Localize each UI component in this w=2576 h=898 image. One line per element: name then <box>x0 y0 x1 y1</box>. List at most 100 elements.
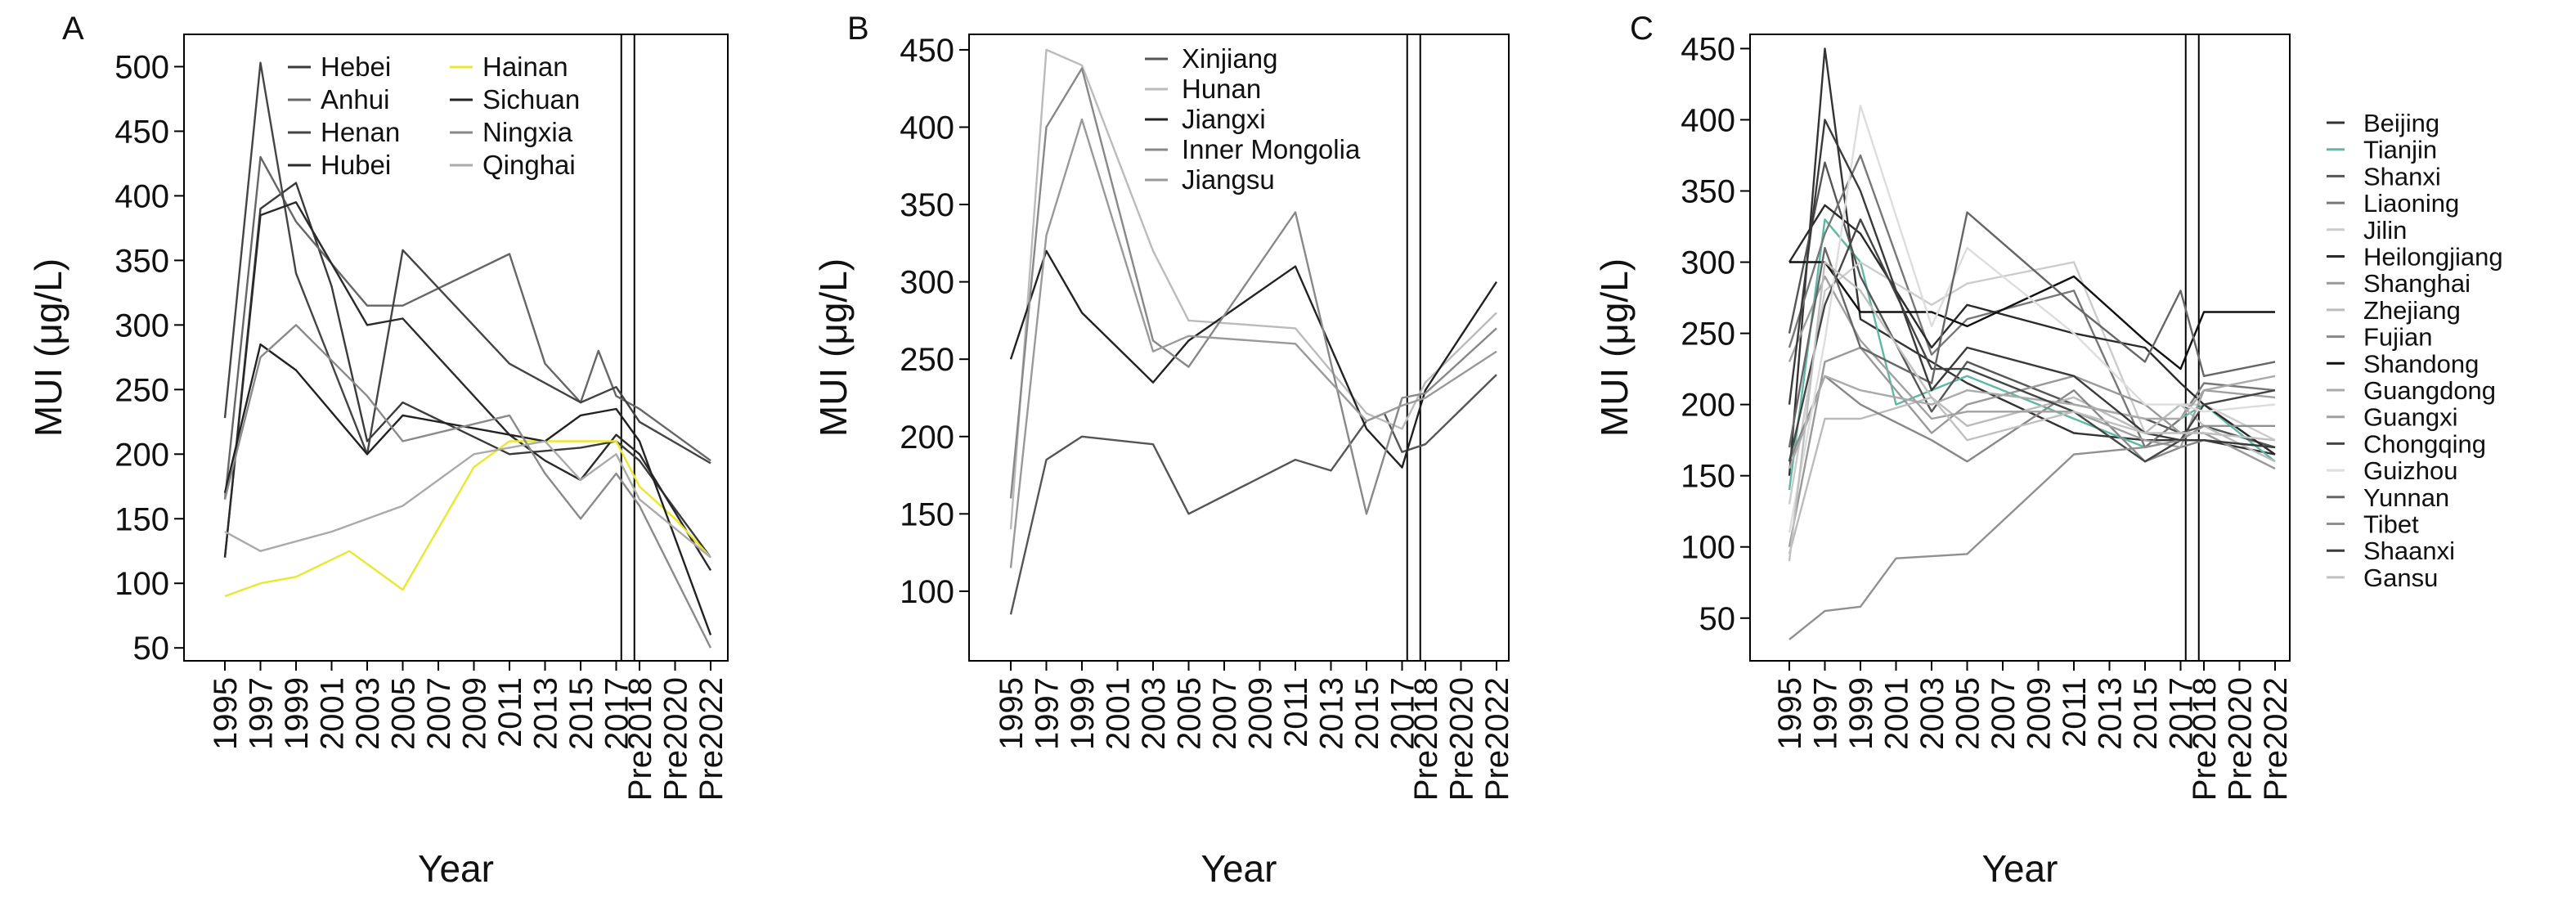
x-tick-label: 1995 <box>208 677 244 750</box>
y-tick-label: 300 <box>900 265 954 301</box>
x-tick-label: 2007 <box>1207 677 1243 750</box>
legend-label: Hubei <box>321 150 391 180</box>
y-tick-label: 150 <box>1681 459 1735 495</box>
legend-label: Qinghai <box>482 150 576 180</box>
x-tick-label: 2001 <box>1101 677 1137 750</box>
series-line-shanghai <box>1788 346 2276 547</box>
x-tick-label: 2009 <box>2022 677 2058 750</box>
x-tick-label: 2013 <box>528 677 564 750</box>
series-line-guizhou <box>1788 104 2276 533</box>
y-tick-label: 100 <box>114 566 169 602</box>
x-tick-label: 2015 <box>1349 677 1385 750</box>
x-tick-label: 2003 <box>350 677 386 750</box>
x-tick-label: 2005 <box>1950 677 1986 750</box>
y-tick-label: 400 <box>114 178 169 214</box>
x-tick-label: 2011 <box>1278 677 1314 748</box>
legend-label: Shanghai <box>2363 269 2471 298</box>
y-tick-label: 200 <box>114 437 169 473</box>
series-line-yunnan <box>1788 211 2276 448</box>
legend-label: Xinjiang <box>1182 43 1277 74</box>
x-tick-label: 2013 <box>1314 677 1350 750</box>
legend-label: Guangxi <box>2363 403 2457 432</box>
legend-label: Hebei <box>321 52 391 82</box>
x-tick-label: 1995 <box>1772 677 1808 750</box>
series-line-zhejiang <box>1788 396 2276 555</box>
y-tick-label: 250 <box>900 342 954 378</box>
x-tick-label: 2011 <box>2057 677 2093 748</box>
y-tick-label: 500 <box>114 49 169 85</box>
series-line-shaanxi <box>1788 119 2276 449</box>
y-axis-title: MUI (μg/L) <box>812 258 855 437</box>
panel-letter: A <box>62 11 84 47</box>
x-tick-label: 1997 <box>1808 677 1844 750</box>
legend-label: Tianjin <box>2363 136 2437 164</box>
series-line-hebei <box>223 182 711 559</box>
x-tick-label: 2017 <box>1385 677 1421 750</box>
y-tick-label: 50 <box>133 631 170 667</box>
legend-label: Henan <box>321 117 400 147</box>
x-tick-label: 2001 <box>315 677 351 750</box>
x-tick-label: Pre2020 <box>658 677 694 801</box>
series-line-xinjiang <box>1009 374 1497 615</box>
series-line-qinghai <box>224 440 711 559</box>
y-tick-label: 450 <box>1681 31 1735 67</box>
series-line-hubei <box>223 201 712 572</box>
legend-label: Anhui <box>321 84 389 114</box>
legend-label: Yunnan <box>2363 483 2449 512</box>
y-tick-label: 150 <box>900 496 954 532</box>
panel-letter: C <box>1630 11 1654 47</box>
legend-label: Guangdong <box>2363 376 2496 405</box>
x-tick-label: 1999 <box>279 677 315 750</box>
series-line-tianjin <box>1788 218 2276 491</box>
series-line-sichuan <box>223 343 712 635</box>
legend-label: Heilongjiang <box>2363 243 2503 272</box>
y-tick-label: 300 <box>1681 245 1735 281</box>
x-tick-label: Pre2018 <box>2187 677 2223 801</box>
series-line-tibet <box>1788 424 2275 640</box>
x-tick-label: 1997 <box>1030 677 1066 750</box>
x-tick-label: Pre2020 <box>1444 677 1480 801</box>
y-tick-label: 300 <box>114 308 169 343</box>
legend-label: Shanxi <box>2363 162 2441 191</box>
chart-panel-a: A 50 100 150 200 250 300 350 400 450 500 1995 1997 19… <box>27 11 729 890</box>
legend-label: Jiangsu <box>1182 164 1275 195</box>
series-line-chongqing <box>1788 218 2276 463</box>
y-tick-label: 50 <box>1699 601 1736 637</box>
x-tick-label: 1995 <box>994 677 1030 750</box>
x-tick-label: 2013 <box>2093 677 2129 750</box>
legend-label: Ningxia <box>482 117 573 147</box>
series-line-anhui <box>223 155 711 500</box>
series-line-henan <box>223 61 711 465</box>
legend-label: Tibet <box>2363 510 2419 539</box>
x-tick-label: 2007 <box>421 677 457 750</box>
x-tick-label: 1997 <box>244 677 280 750</box>
y-tick-label: 350 <box>900 187 954 223</box>
legend-label: Zhejiang <box>2363 296 2461 325</box>
series-line-inner-mongolia <box>1009 67 1497 515</box>
x-tick-label: 2001 <box>1879 677 1915 750</box>
series-line-jiangsu <box>1009 118 1497 568</box>
y-tick-label: 200 <box>1681 388 1735 424</box>
legend-label: Chongqing <box>2363 429 2486 458</box>
plot-frame <box>968 34 1510 662</box>
x-axis-title: Year <box>1201 847 1277 890</box>
y-tick-label: 400 <box>900 110 954 146</box>
plot-frame <box>1749 34 2291 662</box>
x-tick-label: 2007 <box>1986 677 2022 750</box>
series-line-jiangxi <box>1009 249 1498 469</box>
legend-label: Beijing <box>2363 109 2439 137</box>
x-tick-label: 2003 <box>1914 677 1950 750</box>
y-tick-label: 350 <box>1681 174 1735 210</box>
y-tick-label: 100 <box>1681 530 1735 566</box>
x-tick-label: 2005 <box>1172 677 1208 750</box>
x-tick-label: 2017 <box>599 677 635 750</box>
y-tick-label: 200 <box>900 420 954 456</box>
y-tick-label: 400 <box>1681 102 1735 138</box>
y-axis-title: MUI (μg/L) <box>27 258 70 437</box>
series-line-hainan <box>224 440 711 598</box>
y-tick-label: 450 <box>114 114 169 150</box>
legend-label: Hainan <box>482 52 568 82</box>
legend-label: Shandong <box>2363 349 2479 378</box>
